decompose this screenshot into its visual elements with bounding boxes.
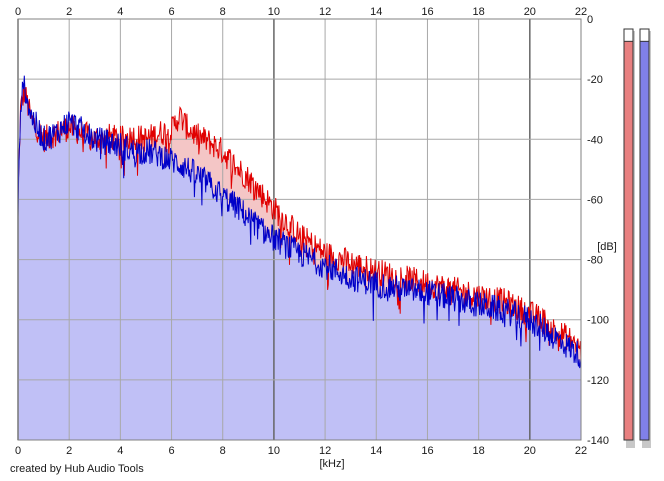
y-tick-label: -40 xyxy=(587,134,603,146)
plot-frame xyxy=(17,18,582,441)
x-tick-label-bottom: 2 xyxy=(66,445,72,457)
y-tick-label: -140 xyxy=(587,435,609,447)
y-axis-label: [dB] xyxy=(597,241,617,253)
level-meter-bar xyxy=(639,40,650,441)
x-tick-label-bottom: 22 xyxy=(575,445,587,457)
x-tick-label-bottom: 14 xyxy=(370,445,382,457)
x-tick-label-bottom: 8 xyxy=(220,445,226,457)
x-tick-label-bottom: 4 xyxy=(117,445,123,457)
x-tick-label-bottom: 0 xyxy=(15,445,21,457)
level-meters xyxy=(623,28,651,448)
y-tick-label: -60 xyxy=(587,194,603,206)
x-tick-label-bottom: 16 xyxy=(421,445,433,457)
y-tick-label: -20 xyxy=(587,74,603,86)
x-axis-label: [kHz] xyxy=(319,458,344,470)
spectrum-line-1 xyxy=(17,75,582,369)
y-tick-label: -80 xyxy=(587,255,603,267)
x-tick-label-top: 20 xyxy=(524,6,536,18)
x-tick-label-top: 10 xyxy=(268,6,280,18)
x-tick-label-bottom: 10 xyxy=(268,445,280,457)
x-tick-label-bottom: 12 xyxy=(319,445,331,457)
x-tick-label-top: 2 xyxy=(66,6,72,18)
x-tick-label-top: 4 xyxy=(117,6,123,18)
credit-text: created by Hub Audio Tools xyxy=(10,463,144,475)
x-tick-label-top: 12 xyxy=(319,6,331,18)
x-tick-label-top: 18 xyxy=(473,6,485,18)
x-tick-label-bottom: 20 xyxy=(524,445,536,457)
y-tick-label: -100 xyxy=(587,315,609,327)
x-tick-label-bottom: 6 xyxy=(168,445,174,457)
y-tick-labels: 0 -20 -40 -60 -80 -100 -120 -140 xyxy=(587,14,609,447)
x-tick-label-top: 22 xyxy=(575,6,587,18)
x-tick-label-top: 16 xyxy=(421,6,433,18)
x-tick-label-top: 14 xyxy=(370,6,382,18)
x-tick-label-bottom: 18 xyxy=(473,445,485,457)
level-meter-bar xyxy=(623,40,634,441)
x-tick-label-top: 6 xyxy=(168,6,174,18)
x-tick-label-top: 8 xyxy=(220,6,226,18)
y-tick-label: -120 xyxy=(587,375,609,387)
y-tick-label: 0 xyxy=(587,14,593,26)
x-tick-label-top: 0 xyxy=(15,6,21,18)
spectrum-lines xyxy=(17,75,582,369)
